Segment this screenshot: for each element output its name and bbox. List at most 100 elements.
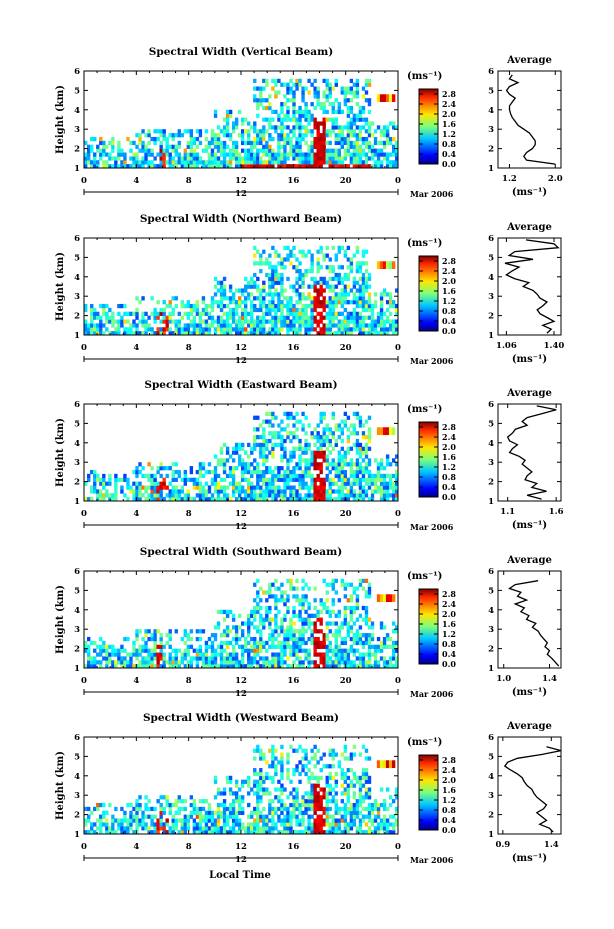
heatmap-cell xyxy=(313,156,317,161)
heatmap-cell xyxy=(231,125,236,130)
heatmap-cell xyxy=(262,164,266,169)
heatmap-cell xyxy=(367,125,372,130)
x-tick-label: 4 xyxy=(133,343,139,353)
average-y-tick-label: 6 xyxy=(488,400,494,410)
heatmap-cell xyxy=(87,648,91,653)
heatmap-cell xyxy=(241,485,245,490)
heatmap-cell xyxy=(231,315,236,320)
heatmap-cell xyxy=(382,311,387,316)
average-xlabel: (ms⁻¹) xyxy=(512,687,547,698)
heatmap-cell xyxy=(304,652,308,657)
heatmap-cell xyxy=(189,303,194,309)
heatmap-cell xyxy=(84,331,88,336)
heatmap-cell xyxy=(352,94,357,99)
heatmap-cell xyxy=(325,129,329,134)
heatmap-cell xyxy=(310,629,314,634)
heatmap-cell xyxy=(349,617,354,622)
x-tick-label: 20 xyxy=(340,676,352,686)
heatmap-cell xyxy=(180,830,184,835)
heatmap-cell xyxy=(237,489,242,494)
heatmap-cell xyxy=(358,419,363,424)
heatmap-cell xyxy=(316,775,320,781)
heatmap-cell xyxy=(262,323,266,328)
heatmap-cell xyxy=(256,113,260,118)
heatmap-cell xyxy=(379,477,384,482)
heatmap-cell xyxy=(352,493,357,498)
heatmap-cell xyxy=(319,656,323,661)
heatmap-cell xyxy=(274,489,278,494)
heatmap-cell xyxy=(361,307,366,313)
heatmap-cell xyxy=(195,469,200,475)
heatmap-cell xyxy=(171,826,175,831)
heatmap-cell xyxy=(364,280,369,285)
heatmap-cell xyxy=(310,814,314,819)
heatmap-cell xyxy=(147,636,151,642)
heatmap-cells xyxy=(84,578,399,669)
heatmap-cell xyxy=(135,481,139,486)
heatmap-cell xyxy=(144,489,148,494)
heatmap-cell xyxy=(268,586,272,591)
heatmap-cell xyxy=(322,121,326,126)
heatmap-cell xyxy=(259,640,263,646)
heatmap-cell xyxy=(210,156,215,161)
heatmap-cell xyxy=(84,640,88,646)
heatmap-cell xyxy=(216,621,221,626)
heatmap-cell xyxy=(346,497,351,502)
heatmap-cell xyxy=(256,462,260,467)
heatmap-cell xyxy=(135,497,139,502)
heatmap-cell xyxy=(280,744,284,749)
heatmap-cell xyxy=(114,818,118,823)
heatmap-cell xyxy=(349,311,354,316)
heatmap-cell xyxy=(367,656,372,661)
heatmap-cell xyxy=(256,276,260,282)
heatmap-cell xyxy=(367,497,372,502)
heatmap-cell xyxy=(259,454,263,459)
heatmap-cell xyxy=(114,806,118,812)
heatmap-cell xyxy=(277,830,281,835)
heatmap-cell xyxy=(114,485,118,490)
heatmap-cell xyxy=(222,629,227,634)
heatmap-cell xyxy=(132,818,136,823)
heatmap-cell xyxy=(153,814,157,819)
heatmap-cell xyxy=(253,319,257,324)
heatmap-cell xyxy=(301,427,305,432)
heatmap-cell xyxy=(382,489,387,494)
heatmap-cell xyxy=(289,802,293,808)
heatmap-cell xyxy=(126,660,130,665)
heatmap-cell xyxy=(370,315,375,320)
heatmap-cell xyxy=(289,311,293,316)
heatmap-cell xyxy=(292,109,296,115)
heatmap-cell xyxy=(361,652,366,657)
heatmap-cell xyxy=(132,648,136,653)
heatmap-cell xyxy=(355,160,360,165)
heatmap-cell xyxy=(268,605,272,611)
heatmap-cell xyxy=(165,160,169,165)
heatmap-cell xyxy=(234,303,239,309)
heatmap-cell xyxy=(376,594,381,603)
heatmap-cell xyxy=(289,117,293,122)
heatmap-cell xyxy=(84,818,88,823)
heatmap-cell xyxy=(93,660,97,665)
heatmap-cell xyxy=(256,578,260,583)
heatmap-cell xyxy=(322,257,326,262)
heatmap-cell xyxy=(168,660,172,665)
heatmap-cell xyxy=(301,473,305,479)
heatmap-cell xyxy=(274,125,278,130)
heatmap-cell xyxy=(361,458,366,463)
heatmap-cell xyxy=(292,94,296,99)
heatmap-cell xyxy=(90,485,94,490)
heatmap-cell xyxy=(168,493,172,498)
heatmap-cell xyxy=(346,327,351,332)
heatmap-cell xyxy=(150,652,154,657)
heatmap-cell xyxy=(316,431,320,436)
heatmap-cell xyxy=(201,493,206,498)
heatmap-cell xyxy=(241,442,245,448)
heatmap-cell xyxy=(165,140,169,146)
heatmap-cell xyxy=(189,133,194,138)
heatmap-cell xyxy=(358,466,363,471)
heatmap-cell xyxy=(301,578,305,583)
x-tick-label: 8 xyxy=(186,509,192,519)
heatmap-cell xyxy=(244,160,248,165)
heatmap-cell xyxy=(328,327,332,332)
heatmap-cell xyxy=(325,605,329,611)
